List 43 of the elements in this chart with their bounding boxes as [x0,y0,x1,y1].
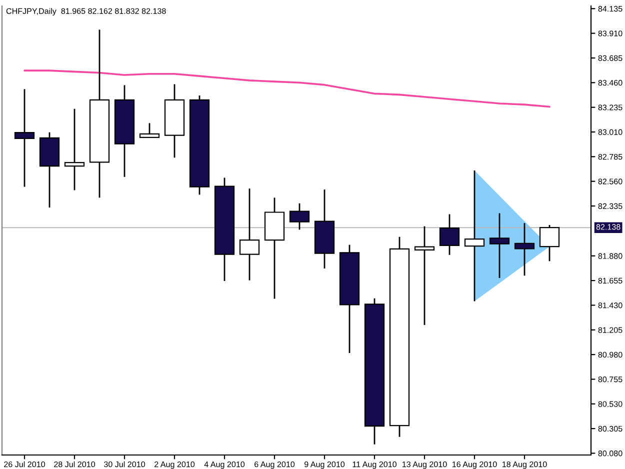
candlestick [489,212,510,279]
x-tick-label: 6 Aug 2010 [254,461,295,469]
x-tick-label: 30 Jul 2010 [104,461,146,468]
y-tick-label: 81.430 [598,302,622,308]
x-tick-label: 13 Aug 2010 [402,461,447,469]
y-tick-label: 83.235 [598,104,622,110]
y-tick-label: 80.530 [598,401,622,407]
x-tick-label: 16 Aug 2010 [452,461,497,469]
candlestick [239,188,260,282]
y-tick-label: 83.010 [598,129,622,135]
y-tick-label: 83.460 [598,80,622,86]
y-tick-label: 80.080 [598,450,622,456]
candlestick [439,214,460,256]
x-tick-label: 28 Jul 2010 [54,461,96,468]
y-tick-label: 81.655 [598,278,622,284]
y-tick-label: 82.785 [598,154,622,160]
ref-line-label: 82.138 [596,224,620,230]
y-tick-label: 80.980 [598,352,622,358]
candlestick [14,88,35,188]
candlestick [539,224,560,262]
y-tick-label: 83.685 [598,55,622,61]
x-tick-label: 26 Jul 2010 [4,461,46,468]
y-tick-label: 84.135 [598,6,622,12]
y-tick-label: 81.880 [598,253,622,259]
x-tick-label: 11 Aug 2010 [352,461,397,469]
y-tick-label: 80.305 [598,426,622,432]
x-tick-label: 18 Aug 2010 [502,461,547,469]
chart-title: CHFJPY,Daily 81.965 82.162 81.832 82.138 [6,8,166,16]
candlestick [514,222,535,276]
line-series [24,70,550,108]
x-tick-label: 2 Aug 2010 [154,461,195,469]
candlestick [139,122,160,138]
x-tick-label: 4 Aug 2010 [204,461,245,469]
y-tick-label: 80.755 [598,376,622,382]
candlestick [289,202,310,230]
y-tick-label: 82.560 [598,178,622,184]
candlestick [464,170,485,302]
y-tick-label: 82.335 [598,203,622,209]
candlestick [64,108,85,191]
y-tick-label: 83.910 [598,30,622,36]
y-tick-label: 81.205 [598,327,622,333]
x-tick-label: 9 Aug 2010 [304,461,345,469]
candlestick [414,226,435,326]
